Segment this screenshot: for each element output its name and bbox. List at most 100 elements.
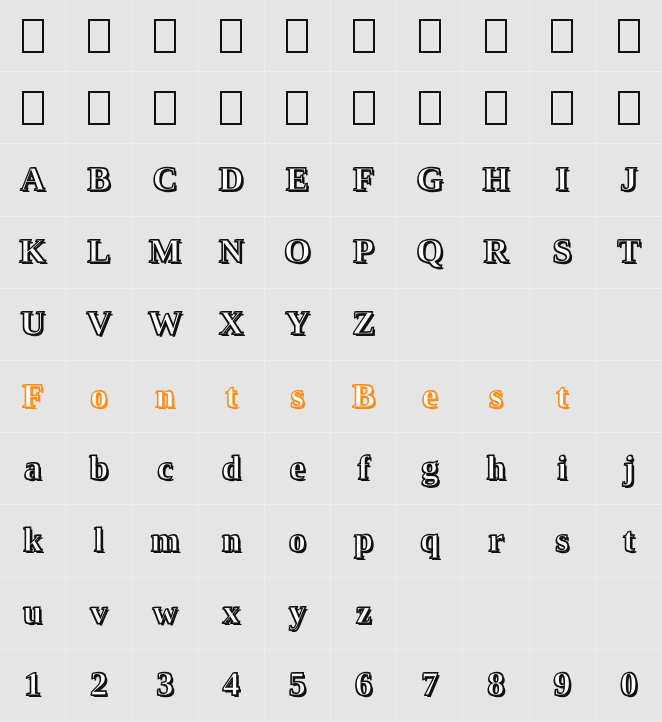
- glyph-cell[interactable]: G: [397, 144, 463, 216]
- glyph-cell[interactable]: 6: [331, 650, 397, 722]
- glyph-cell[interactable]: s: [265, 361, 331, 433]
- glyph-cell[interactable]: t: [530, 361, 596, 433]
- glyph-cell[interactable]: [132, 72, 198, 144]
- glyph-cell[interactable]: k: [0, 505, 66, 577]
- glyph-cell[interactable]: [66, 0, 132, 72]
- glyph-cell[interactable]: [132, 0, 198, 72]
- glyph-cell[interactable]: [331, 0, 397, 72]
- glyph-cell[interactable]: i: [530, 433, 596, 505]
- glyph-cell[interactable]: B: [66, 144, 132, 216]
- glyph-cell[interactable]: s: [530, 505, 596, 577]
- glyph-cell[interactable]: X: [199, 289, 265, 361]
- glyph-cell[interactable]: [530, 289, 596, 361]
- glyph-cell[interactable]: f: [331, 433, 397, 505]
- glyph-cell[interactable]: p: [331, 505, 397, 577]
- glyph-cell[interactable]: A: [0, 144, 66, 216]
- glyph-cell[interactable]: 8: [463, 650, 529, 722]
- glyph-cell[interactable]: z: [331, 578, 397, 650]
- glyph-cell[interactable]: u: [0, 578, 66, 650]
- glyph-cell[interactable]: [463, 72, 529, 144]
- glyph-cell[interactable]: [530, 578, 596, 650]
- glyph-cell[interactable]: t: [199, 361, 265, 433]
- glyph-cell[interactable]: [596, 72, 662, 144]
- glyph-cell[interactable]: [199, 0, 265, 72]
- glyph-cell[interactable]: 9: [530, 650, 596, 722]
- glyph-cell[interactable]: L: [66, 217, 132, 289]
- glyph-cell[interactable]: Z: [331, 289, 397, 361]
- glyph-cell[interactable]: H: [463, 144, 529, 216]
- glyph-cell[interactable]: 0: [596, 650, 662, 722]
- glyph-cell[interactable]: V: [66, 289, 132, 361]
- glyph-cell[interactable]: [0, 0, 66, 72]
- glyph-cell[interactable]: [530, 72, 596, 144]
- glyph-cell[interactable]: y: [265, 578, 331, 650]
- glyph-cell[interactable]: [596, 578, 662, 650]
- glyph-cell[interactable]: o: [66, 361, 132, 433]
- glyph-cell[interactable]: 3: [132, 650, 198, 722]
- glyph-cell[interactable]: K: [0, 217, 66, 289]
- glyph-cell[interactable]: [397, 289, 463, 361]
- glyph-cell[interactable]: [596, 361, 662, 433]
- glyph-cell[interactable]: P: [331, 217, 397, 289]
- glyph-cell[interactable]: m: [132, 505, 198, 577]
- glyph-cell[interactable]: n: [132, 361, 198, 433]
- glyph-cell[interactable]: v: [66, 578, 132, 650]
- glyph-cell[interactable]: n: [199, 505, 265, 577]
- glyph-cell[interactable]: o: [265, 505, 331, 577]
- glyph-cell[interactable]: [66, 72, 132, 144]
- glyph-cell[interactable]: r: [463, 505, 529, 577]
- glyph-cell[interactable]: B: [331, 361, 397, 433]
- glyph-cell[interactable]: [596, 0, 662, 72]
- glyph-cell[interactable]: t: [596, 505, 662, 577]
- glyph-cell[interactable]: [463, 578, 529, 650]
- glyph-cell[interactable]: b: [66, 433, 132, 505]
- glyph-cell[interactable]: 2: [66, 650, 132, 722]
- glyph-cell[interactable]: R: [463, 217, 529, 289]
- glyph-cell[interactable]: [596, 289, 662, 361]
- glyph-cell[interactable]: q: [397, 505, 463, 577]
- glyph-cell[interactable]: [331, 72, 397, 144]
- glyph-cell[interactable]: [463, 0, 529, 72]
- glyph-cell[interactable]: e: [397, 361, 463, 433]
- glyph-cell[interactable]: a: [0, 433, 66, 505]
- glyph-cell[interactable]: [397, 72, 463, 144]
- glyph-cell[interactable]: h: [463, 433, 529, 505]
- glyph-cell[interactable]: e: [265, 433, 331, 505]
- glyph-cell[interactable]: Q: [397, 217, 463, 289]
- glyph-cell[interactable]: J: [596, 144, 662, 216]
- glyph-cell[interactable]: 1: [0, 650, 66, 722]
- glyph-cell[interactable]: M: [132, 217, 198, 289]
- glyph-cell[interactable]: F: [0, 361, 66, 433]
- glyph-cell[interactable]: 4: [199, 650, 265, 722]
- glyph-cell[interactable]: [463, 289, 529, 361]
- glyph-cell[interactable]: E: [265, 144, 331, 216]
- glyph-cell[interactable]: S: [530, 217, 596, 289]
- glyph-cell[interactable]: [199, 72, 265, 144]
- glyph-cell[interactable]: [265, 0, 331, 72]
- glyph-cell[interactable]: [397, 0, 463, 72]
- glyph-cell[interactable]: j: [596, 433, 662, 505]
- glyph-cell[interactable]: s: [463, 361, 529, 433]
- glyph-cell[interactable]: [265, 72, 331, 144]
- glyph-cell[interactable]: [530, 0, 596, 72]
- glyph-cell[interactable]: c: [132, 433, 198, 505]
- glyph-cell[interactable]: F: [331, 144, 397, 216]
- glyph-cell[interactable]: w: [132, 578, 198, 650]
- glyph-cell[interactable]: Y: [265, 289, 331, 361]
- glyph-cell[interactable]: x: [199, 578, 265, 650]
- glyph-cell[interactable]: T: [596, 217, 662, 289]
- glyph-cell[interactable]: [0, 72, 66, 144]
- glyph-cell[interactable]: I: [530, 144, 596, 216]
- glyph-cell[interactable]: l: [66, 505, 132, 577]
- glyph-cell[interactable]: O: [265, 217, 331, 289]
- glyph-cell[interactable]: C: [132, 144, 198, 216]
- glyph-cell[interactable]: g: [397, 433, 463, 505]
- glyph-cell[interactable]: N: [199, 217, 265, 289]
- glyph-cell[interactable]: 5: [265, 650, 331, 722]
- glyph-cell[interactable]: [397, 578, 463, 650]
- glyph-cell[interactable]: 7: [397, 650, 463, 722]
- glyph-cell[interactable]: W: [132, 289, 198, 361]
- glyph-cell[interactable]: d: [199, 433, 265, 505]
- glyph-cell[interactable]: U: [0, 289, 66, 361]
- glyph-cell[interactable]: D: [199, 144, 265, 216]
